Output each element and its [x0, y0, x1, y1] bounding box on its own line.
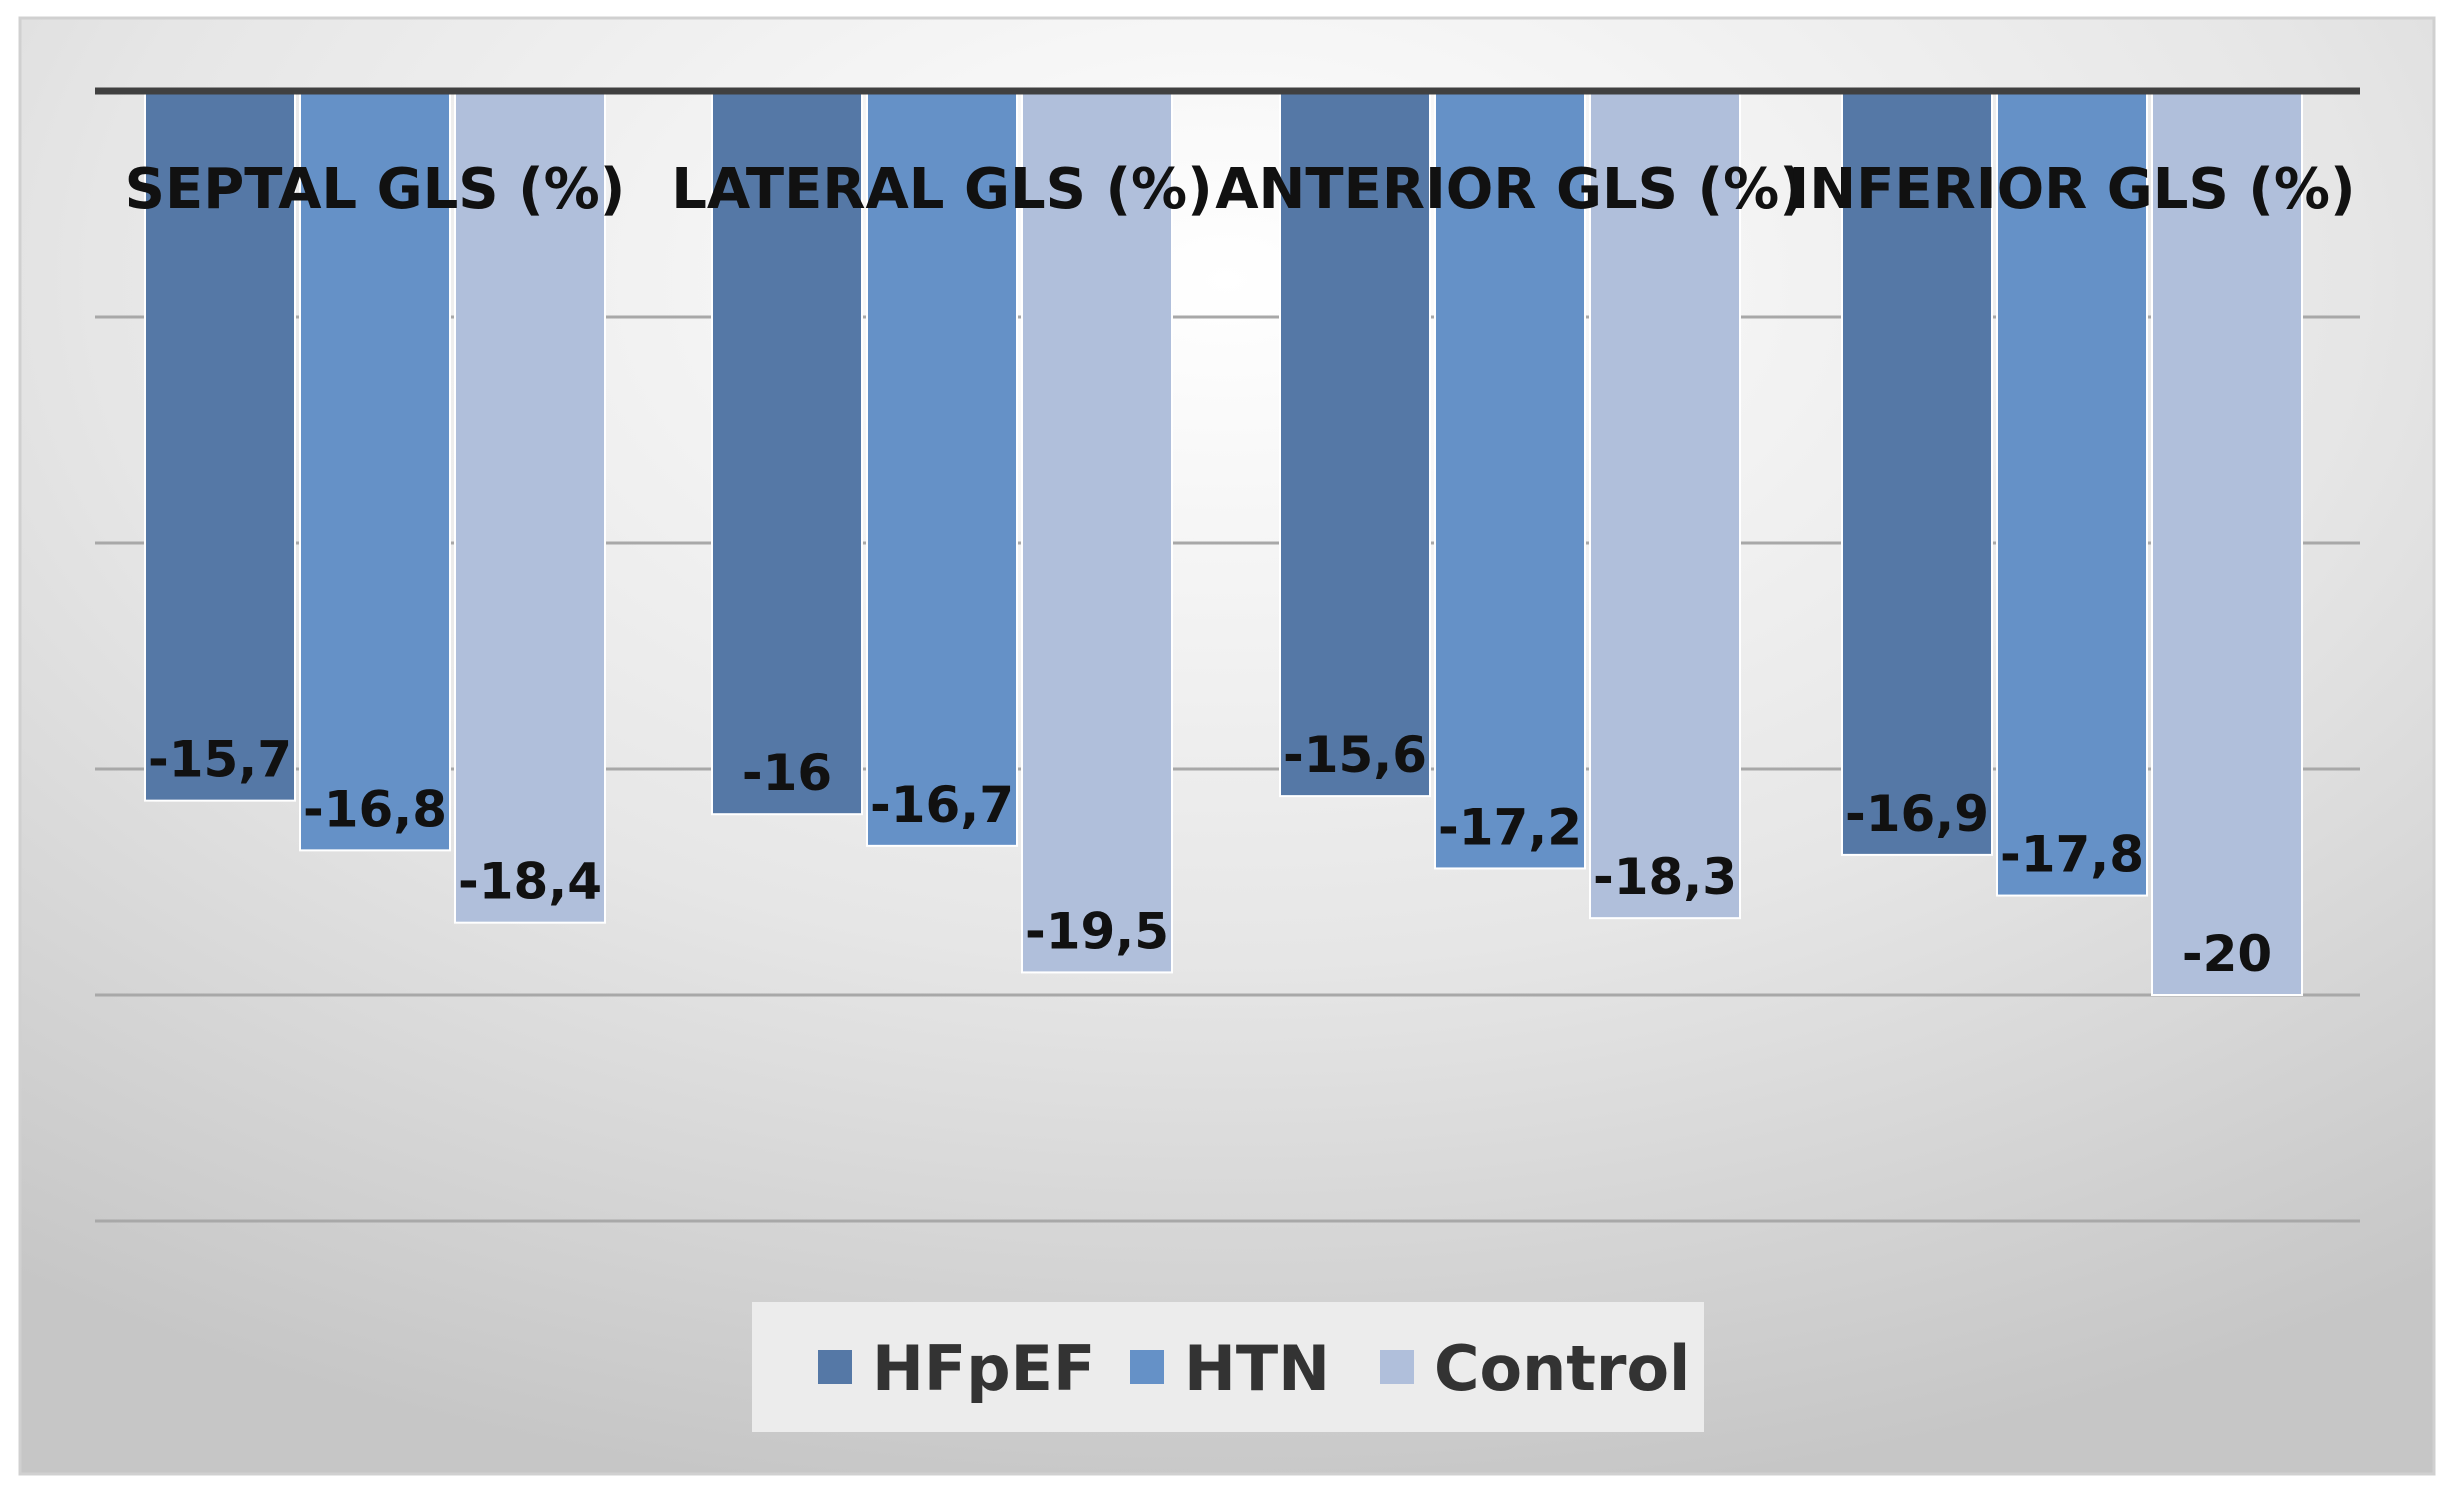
bar-htn-anterior-gls	[1434, 90, 1586, 870]
data-label-hfpef-inferior-gls: -16,9	[1845, 785, 1989, 843]
legend-swatch-hfpef	[818, 1350, 852, 1384]
data-label-control-lateral-gls: -19,5	[1025, 902, 1169, 960]
legend-label-control: Control	[1434, 1332, 1690, 1405]
data-label-hfpef-lateral-gls: -16	[742, 744, 832, 802]
bar-control-anterior-gls	[1589, 90, 1741, 920]
data-label-htn-lateral-gls: -16,7	[870, 776, 1014, 834]
data-label-control-septal-gls: -18,4	[458, 853, 602, 911]
legend-label-hfpef: HFpEF	[872, 1332, 1095, 1405]
data-label-htn-inferior-gls: -17,8	[2000, 826, 2144, 884]
data-label-htn-anterior-gls: -17,2	[1438, 798, 1582, 856]
data-labels: -15,7-16,8-18,4-16-16,7-19,5-15,6-17,2-1…	[148, 726, 2272, 983]
legend: HFpEF HTN Control	[752, 1302, 1704, 1432]
legend-label-htn: HTN	[1184, 1332, 1330, 1405]
category-label-lateral-gls: LATERAL GLS (%)	[671, 157, 1213, 222]
category-label-inferior-gls: INFERIOR GLS (%)	[1788, 157, 2355, 222]
legend-swatch-control	[1380, 1350, 1414, 1384]
bar-hfpef-anterior-gls	[1279, 90, 1431, 798]
bar-control-lateral-gls	[1021, 90, 1173, 974]
bar-htn-inferior-gls	[1996, 90, 2148, 897]
legend-swatch-htn	[1130, 1350, 1164, 1384]
bar-hfpef-septal-gls	[144, 90, 296, 802]
data-label-htn-septal-gls: -16,8	[303, 780, 447, 838]
data-label-hfpef-anterior-gls: -15,6	[1283, 726, 1427, 784]
category-label-septal-gls: SEPTAL GLS (%)	[125, 157, 626, 222]
bar-control-inferior-gls	[2151, 90, 2303, 996]
category-labels: SEPTAL GLS (%) LATERAL GLS (%) ANTERIOR GL…	[125, 157, 2356, 222]
legend-box	[752, 1302, 1704, 1432]
data-label-control-anterior-gls: -18,3	[1593, 848, 1737, 906]
data-label-hfpef-septal-gls: -15,7	[148, 731, 292, 789]
bars	[144, 90, 2303, 996]
bar-hfpef-inferior-gls	[1841, 90, 1993, 856]
data-label-control-inferior-gls: -20	[2182, 925, 2272, 983]
category-label-anterior-gls: ANTERIOR GLS (%)	[1215, 157, 1805, 222]
